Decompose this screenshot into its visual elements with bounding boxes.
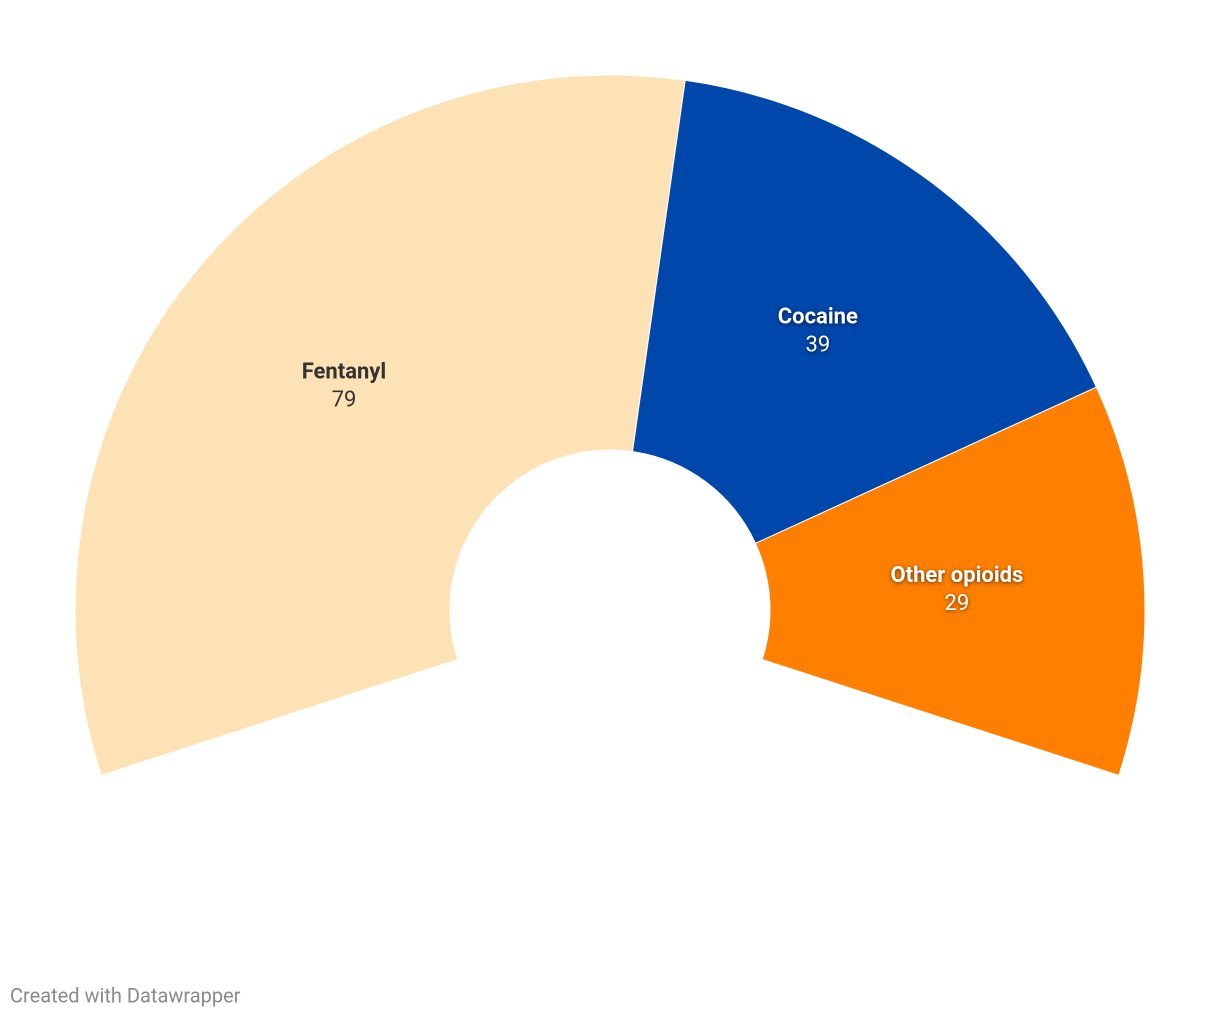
donut-segment [754, 386, 1146, 776]
segment-value: 39 [805, 332, 830, 357]
segment-value: 79 [332, 387, 357, 412]
segment-value: 29 [945, 591, 970, 616]
segment-label: Other opioids [890, 563, 1023, 588]
segment-label: Cocaine [778, 304, 858, 329]
credit: Created with Datawrapper [10, 983, 241, 1007]
donut-segment [74, 74, 686, 776]
donut-segment [631, 79, 1098, 545]
segment-label: Fentanyl [302, 359, 387, 384]
